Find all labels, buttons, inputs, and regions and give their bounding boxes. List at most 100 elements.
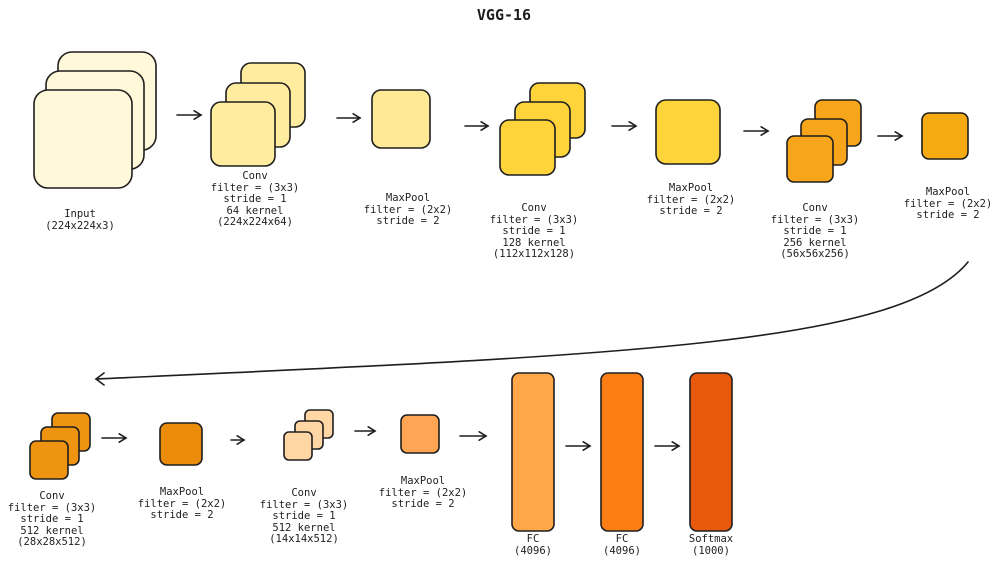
flow-arrow-3 xyxy=(464,121,490,131)
layer-conv2-label: Conv filter = (3x3) stride = 1 128 kernel (1… xyxy=(489,202,579,261)
pool5-feature-map-1 xyxy=(400,414,440,454)
flow-arrow-6 xyxy=(877,131,904,141)
flow-arrow-12 xyxy=(654,441,681,451)
label-line: 512 kernel xyxy=(20,524,84,537)
fc2-feature-map-1 xyxy=(600,372,644,532)
label-line: (112x112x128) xyxy=(492,248,576,260)
layer-input-block xyxy=(33,51,157,189)
layer-pool1-label: MaxPool filter = (2x2) stride = 2 xyxy=(363,192,453,228)
layer-pool5-block xyxy=(400,414,440,454)
flow-arrow-4 xyxy=(611,121,638,131)
pool1-feature-map-1 xyxy=(371,89,431,149)
label-line: MaxPool xyxy=(925,186,971,198)
label-line: filter = (3x3) xyxy=(259,498,349,511)
label-line: (1000) xyxy=(692,544,730,557)
pool2-feature-map-1 xyxy=(655,99,721,165)
label-line: stride = 1 xyxy=(223,193,287,205)
layer-pool1-block xyxy=(371,89,431,149)
label-line: FC xyxy=(615,533,629,545)
label-line: filter = (2x2) xyxy=(137,497,227,510)
label-line: 64 kernel xyxy=(226,204,284,217)
pool4-feature-map-1 xyxy=(159,422,203,466)
conv5-feature-map-3 xyxy=(283,431,313,461)
layer-conv1-label: Conv filter = (3x3) stride = 1 64 kernel (22… xyxy=(210,170,300,229)
layer-pool4-block xyxy=(159,422,203,466)
layer-pool5-label: MaxPool filter = (2x2) stride = 2 xyxy=(378,475,468,511)
label-line: (224x224x64) xyxy=(217,216,293,228)
conv3-feature-map-3 xyxy=(786,135,834,183)
layer-conv5-block xyxy=(283,409,334,461)
label-line: stride = 1 xyxy=(502,225,566,237)
label-line: Conv xyxy=(291,487,317,499)
layer-conv5-label: Conv filter = (3x3) stride = 1 512 kernel (1… xyxy=(259,487,349,546)
label-line: 128 kernel xyxy=(502,236,566,249)
label-line: Softmax xyxy=(688,533,734,545)
label-line: Input xyxy=(64,208,96,220)
layer-softmax-block xyxy=(689,372,733,532)
flow-arrow-8 xyxy=(230,435,246,445)
conv1-feature-map-3 xyxy=(210,101,276,167)
label-line: 512 kernel xyxy=(272,521,336,534)
label-line: MaxPool xyxy=(385,192,431,204)
flow-arrow-11 xyxy=(565,441,592,451)
label-line: Conv xyxy=(802,202,828,214)
conv2-feature-map-3 xyxy=(499,119,556,176)
label-line: stride = 1 xyxy=(783,225,847,237)
softmax-feature-map-1 xyxy=(689,372,733,532)
layer-conv4-label: Conv filter = (3x3) stride = 1 512 kernel (2… xyxy=(7,490,97,549)
label-line: Conv xyxy=(242,170,268,182)
label-line: filter = (3x3) xyxy=(770,213,860,226)
label-line: MaxPool xyxy=(668,182,714,194)
label-line: MaxPool xyxy=(400,475,446,487)
label-line: (4096) xyxy=(514,544,552,557)
diagram-title: VGG-16 xyxy=(476,6,532,24)
layer-pool3-block xyxy=(921,112,969,160)
layer-conv4-block xyxy=(29,412,91,480)
row-wrap-arrow xyxy=(94,261,969,386)
label-line: MaxPool xyxy=(159,486,205,498)
layer-conv2-block xyxy=(499,82,586,176)
flow-arrow-7 xyxy=(101,433,128,443)
label-line: filter = (2x2) xyxy=(903,197,993,210)
layer-pool3-label: MaxPool filter = (2x2) stride = 2 xyxy=(903,186,993,222)
flow-arrow-5 xyxy=(743,126,770,136)
label-line: filter = (2x2) xyxy=(646,193,736,206)
label-line: stride = 2 xyxy=(659,205,723,217)
flow-arrow-10 xyxy=(459,431,488,441)
label-line: stride = 1 xyxy=(20,513,84,525)
label-line: filter = (3x3) xyxy=(210,181,300,194)
label-line: stride = 1 xyxy=(272,510,336,522)
layer-conv1-block xyxy=(210,62,306,167)
label-line: stride = 2 xyxy=(150,509,214,521)
layer-conv3-label: Conv filter = (3x3) stride = 1 256 kernel (5… xyxy=(770,202,860,261)
layer-fc1-label: FC (4096) xyxy=(514,533,552,557)
layer-pool4-label: MaxPool filter = (2x2) stride = 2 xyxy=(137,486,227,522)
label-line: filter = (2x2) xyxy=(378,486,468,499)
label-line: 256 kernel xyxy=(783,236,847,249)
label-line: Conv xyxy=(521,202,547,214)
fc1-feature-map-1 xyxy=(511,372,555,532)
flow-arrows xyxy=(94,110,969,451)
flow-arrow-2 xyxy=(336,113,362,123)
label-line: filter = (3x3) xyxy=(7,501,97,514)
layer-input-label: Input (224x224x3) xyxy=(45,208,115,232)
label-line: (28x28x512) xyxy=(17,536,87,548)
layer-fc2-label: FC (4096) xyxy=(603,533,641,557)
label-line: filter = (3x3) xyxy=(489,213,579,226)
label-line: (4096) xyxy=(603,544,641,557)
layer-fc1-block xyxy=(511,372,555,532)
layer-conv3-block xyxy=(786,99,862,183)
label-line: Conv xyxy=(39,490,65,502)
layer-blocks xyxy=(29,51,969,532)
label-line: FC xyxy=(526,533,540,545)
label-line: (14x14x512) xyxy=(269,533,339,545)
label-line: (224x224x3) xyxy=(45,219,115,232)
layer-pool2-block xyxy=(655,99,721,165)
label-line: stride = 2 xyxy=(376,215,440,227)
layer-fc2-block xyxy=(600,372,644,532)
conv4-feature-map-3 xyxy=(29,440,69,480)
input-feature-map-3 xyxy=(33,89,133,189)
label-line: stride = 2 xyxy=(391,498,455,510)
label-line: filter = (2x2) xyxy=(363,203,453,216)
